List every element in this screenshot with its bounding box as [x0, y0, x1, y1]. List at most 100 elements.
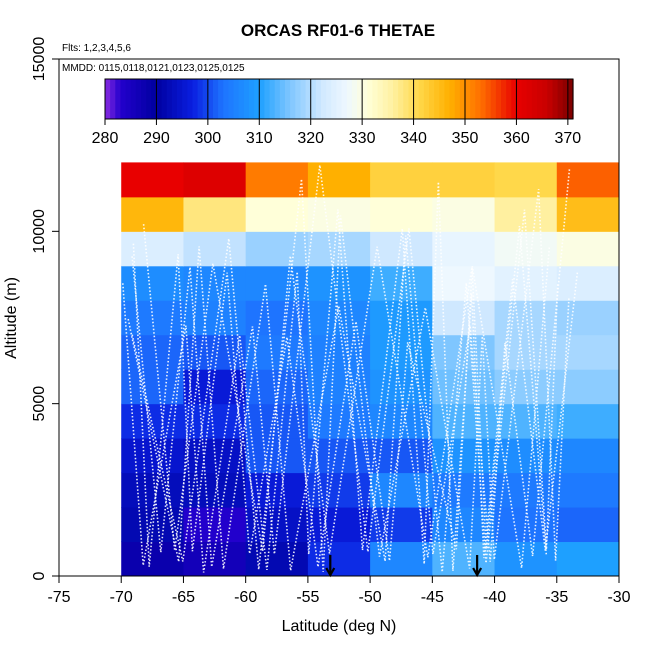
colorbar-segment: [228, 79, 235, 119]
heatmap-cell: [556, 231, 620, 267]
heatmap-cell: [494, 231, 558, 267]
colorbar-segment: [249, 79, 255, 119]
x-tick-label: -55: [296, 589, 319, 606]
colorbar-segment: [166, 79, 173, 119]
y-axis-label: Altitude (m): [3, 277, 20, 359]
x-tick-label: -75: [47, 589, 70, 606]
heatmap-cell: [494, 541, 558, 577]
colorbar-segment: [526, 79, 533, 119]
heatmap-cell: [121, 162, 184, 198]
heatmap-cell: [432, 334, 496, 370]
colorbar-segment: [557, 79, 564, 119]
x-tick-label: -45: [421, 589, 444, 606]
y-tick-label: 10000: [31, 209, 48, 254]
colorbar-segment: [362, 79, 368, 119]
colorbar-segment: [480, 79, 487, 119]
colorbar-segment: [233, 79, 240, 119]
colorbar-segment: [141, 79, 147, 119]
heatmap-cell: [183, 196, 247, 232]
heatmap-cell: [370, 472, 433, 508]
colorbar-segment: [485, 79, 492, 119]
colorbar-segment: [207, 79, 214, 119]
colorbar-segment: [357, 79, 363, 119]
colorbar-segment: [285, 79, 291, 119]
colorbar-segment: [351, 79, 358, 119]
colorbar-segment: [423, 79, 430, 119]
colorbar-segment: [552, 79, 559, 119]
colorbar-segment: [387, 79, 394, 119]
heatmap-cell: [494, 196, 558, 232]
colorbar-segment: [439, 79, 446, 119]
heatmap-cell: [307, 300, 371, 336]
heatmap-cell: [307, 541, 371, 577]
heatmap-cell: [183, 162, 247, 198]
colorbar-segment: [156, 79, 163, 119]
heatmap-cell: [183, 231, 247, 267]
y-axis: 0 5000 10000 15000: [31, 37, 59, 580]
colorbar-tick-label: 360: [503, 130, 530, 147]
flight-track: [131, 178, 570, 573]
x-tick-label: -70: [110, 589, 133, 606]
heatmap-cell: [121, 334, 184, 370]
colorbar-segment: [537, 79, 543, 119]
heatmap-cell: [556, 300, 620, 336]
x-tick-label: -60: [234, 589, 257, 606]
heatmap-cell: [556, 162, 620, 198]
y-tick-label: 0: [31, 571, 48, 580]
colorbar-segment: [367, 79, 374, 119]
heatmap-cell: [556, 265, 620, 301]
chart-title: ORCAS RF01-6 THETAE: [241, 21, 435, 40]
colorbar-segment: [521, 79, 528, 119]
heatmap-cell: [370, 300, 433, 336]
colorbar-segment: [115, 79, 122, 119]
colorbar-segment: [408, 79, 415, 119]
heatmap-cell: [432, 438, 496, 474]
colorbar-segment: [146, 79, 152, 119]
colorbar-segment: [259, 79, 266, 119]
heatmap-cell: [370, 507, 433, 543]
colorbar-segment: [187, 79, 194, 119]
heatmap-cell: [245, 231, 309, 267]
heatmap-cell: [494, 472, 558, 508]
colorbar-tick-label: 300: [195, 130, 222, 147]
colorbar-segment: [470, 79, 476, 119]
colorbar-segment: [547, 79, 554, 119]
heatmap-cell: [245, 507, 309, 543]
colorbar-segment: [346, 79, 353, 119]
heatmap-cell: [370, 196, 433, 232]
colorbar-segment: [336, 79, 343, 119]
colorbar-segment: [300, 79, 307, 119]
flight-track: [122, 181, 579, 573]
colorbar-segment: [382, 79, 389, 119]
heatmap-cell: [245, 369, 309, 405]
colorbar-segment: [120, 79, 127, 119]
colorbar-segment: [279, 79, 286, 119]
colorbar-segment: [444, 79, 451, 119]
colorbar-segment: [326, 79, 332, 119]
heatmap-cell: [183, 300, 247, 336]
x-tick-label: -30: [607, 589, 630, 606]
colorbar-segment: [182, 79, 188, 119]
heatmap-cell: [245, 541, 309, 577]
colorbar-segment: [238, 79, 245, 119]
colorbar-segment: [269, 79, 276, 119]
x-tick-label: -35: [545, 589, 568, 606]
heatmap-cell: [556, 472, 620, 508]
plot-frame: [58, 58, 620, 577]
colorbar-tick-label: 310: [246, 130, 273, 147]
colorbar-segment: [321, 79, 327, 119]
heatmap-cell: [432, 196, 496, 232]
heatmap-cell: [245, 162, 309, 198]
colorbar-segment: [223, 79, 230, 119]
heatmap-cell: [183, 369, 247, 405]
colorbar-segment: [243, 79, 250, 119]
colorbar-segment: [495, 79, 502, 119]
colorbar-segment: [418, 79, 425, 119]
colorbar-segment: [465, 79, 471, 119]
colorbar-segment: [171, 79, 178, 119]
colorbar-segment: [192, 79, 199, 119]
colorbar-segment: [475, 79, 482, 119]
heatmap-cell: [370, 438, 433, 474]
heatmap-cell: [307, 334, 371, 370]
